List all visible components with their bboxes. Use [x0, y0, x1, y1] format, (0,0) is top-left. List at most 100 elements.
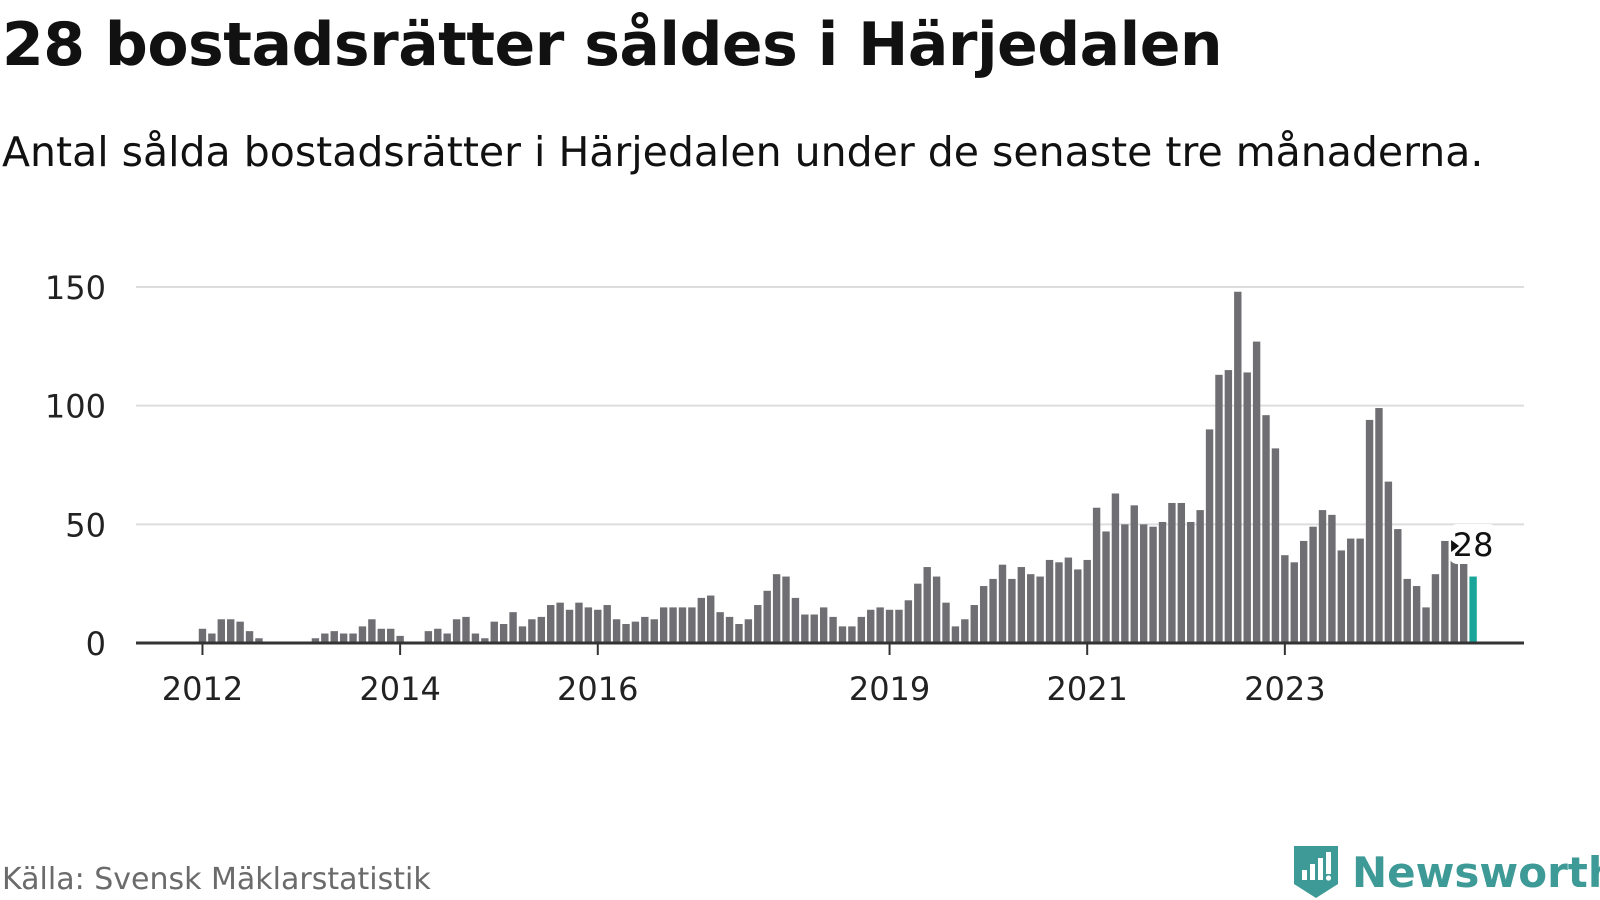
bar: [255, 638, 263, 643]
bar: [443, 633, 451, 643]
bar: [1328, 514, 1336, 643]
last-value-annotation: 28: [1449, 524, 1498, 564]
bar: [1271, 448, 1280, 643]
bar: [208, 633, 216, 643]
bar: [452, 619, 461, 643]
y-axis-ticks: 0 50 100 150: [45, 269, 106, 663]
y-tick-label: 100: [45, 388, 106, 426]
bar: [885, 609, 894, 643]
bar: [904, 600, 913, 643]
bar: [1092, 507, 1101, 643]
chart-title: 28 bostadsrätter såldes i Härjedalen: [2, 10, 1223, 80]
bar: [1252, 341, 1261, 643]
bar: [801, 614, 809, 643]
bar: [358, 626, 367, 643]
x-tick-label: 2019: [849, 670, 930, 708]
label-pointer: [1451, 540, 1460, 552]
bar: [763, 590, 771, 643]
bar: [1205, 429, 1214, 643]
bar: [594, 609, 602, 643]
brand-logo: Newsworthy: [1290, 844, 1600, 900]
bar: [961, 619, 969, 643]
bar: [923, 567, 931, 643]
bar: [678, 607, 687, 643]
y-tick-label: 150: [45, 269, 106, 307]
bar: [707, 595, 715, 643]
bar: [499, 624, 508, 643]
bar: [1431, 574, 1440, 643]
bar: [998, 564, 1007, 643]
bar: [575, 602, 583, 643]
bar: [631, 621, 640, 643]
bar: [1412, 586, 1421, 643]
bar: [1441, 540, 1449, 643]
bar: [659, 607, 668, 643]
bar: [1281, 555, 1289, 643]
bar: [1309, 526, 1317, 643]
bar: [603, 605, 611, 643]
bar: [528, 619, 536, 643]
bar: [1027, 574, 1035, 643]
grid-lines: [136, 286, 1524, 526]
label-background: [1449, 524, 1498, 564]
newsworthy-logo-icon: [1294, 846, 1338, 898]
x-tick-label: 2014: [359, 670, 440, 708]
bar: [1375, 408, 1383, 643]
y-tick-label: 50: [65, 506, 106, 544]
bar: [1121, 524, 1129, 643]
last-value-label: 28: [1453, 526, 1494, 564]
bar: [838, 626, 847, 643]
x-tick-label: 2016: [557, 670, 638, 708]
bar: [1083, 559, 1091, 643]
bar: [1403, 578, 1411, 643]
bar: [942, 602, 950, 643]
bar: [1365, 419, 1374, 643]
bar: [311, 638, 320, 643]
bar: [951, 626, 960, 643]
bar: [650, 619, 658, 643]
bar: [1149, 526, 1157, 643]
bar: [396, 635, 404, 643]
bar: [782, 576, 790, 643]
bar: [735, 624, 743, 643]
bar: [876, 607, 884, 643]
bar: [612, 619, 621, 643]
bar: [1290, 562, 1298, 643]
bar: [1356, 538, 1364, 643]
bar: [330, 631, 338, 643]
bar: [227, 619, 235, 643]
bars: [198, 291, 1477, 643]
bar: [829, 616, 837, 643]
bar: [688, 607, 696, 643]
bar: [1262, 415, 1270, 643]
bar: [1111, 493, 1120, 643]
bar: [772, 574, 781, 643]
source-note: Källa: Svensk Mäklarstatistik: [2, 862, 431, 897]
bar: [1064, 557, 1073, 643]
bar: [932, 576, 941, 643]
bar: [424, 631, 433, 643]
bar: [1422, 607, 1430, 643]
bar: [321, 633, 329, 643]
bar: [1045, 559, 1054, 643]
bar: [754, 605, 762, 643]
bar: [471, 633, 480, 643]
bar: [1337, 550, 1346, 643]
bar: [1074, 569, 1082, 643]
bar: [1384, 481, 1393, 643]
bar: [895, 609, 903, 643]
bar: [1168, 502, 1176, 643]
bar: [1139, 524, 1148, 643]
x-tick-label: 2012: [162, 670, 243, 708]
y-tick-label: 0: [86, 625, 106, 663]
bar: [387, 628, 395, 643]
bar: [462, 616, 470, 643]
bar: [245, 631, 254, 643]
bar: [1158, 521, 1167, 643]
bar: [434, 628, 442, 643]
x-axis-ticks: 2012 2014 2016 2019 2021 2023: [162, 643, 1326, 708]
bar: [1450, 555, 1458, 643]
bar: [725, 616, 734, 643]
bar: [1299, 540, 1308, 643]
x-tick-label: 2023: [1244, 670, 1325, 708]
